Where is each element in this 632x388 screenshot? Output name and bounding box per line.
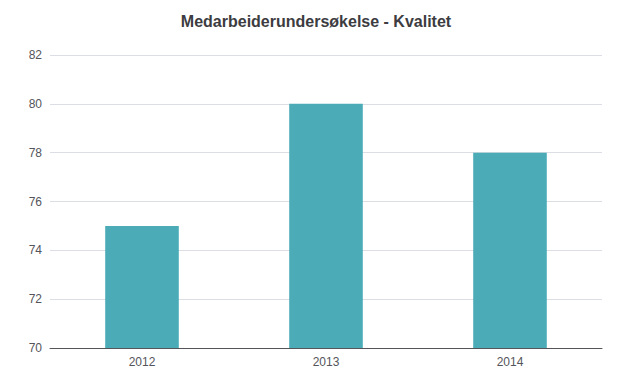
svg-text:74: 74 [29,243,43,257]
svg-text:70: 70 [29,341,43,355]
svg-text:Medarbeiderundersøkelse - Kval: Medarbeiderundersøkelse - Kvalitet [181,13,452,30]
svg-text:78: 78 [29,146,43,160]
svg-text:2012: 2012 [129,355,156,369]
svg-text:2014: 2014 [497,355,524,369]
svg-text:80: 80 [29,97,43,111]
svg-text:2013: 2013 [313,355,340,369]
svg-text:72: 72 [29,292,43,306]
svg-text:82: 82 [29,48,43,62]
svg-text:76: 76 [29,195,43,209]
